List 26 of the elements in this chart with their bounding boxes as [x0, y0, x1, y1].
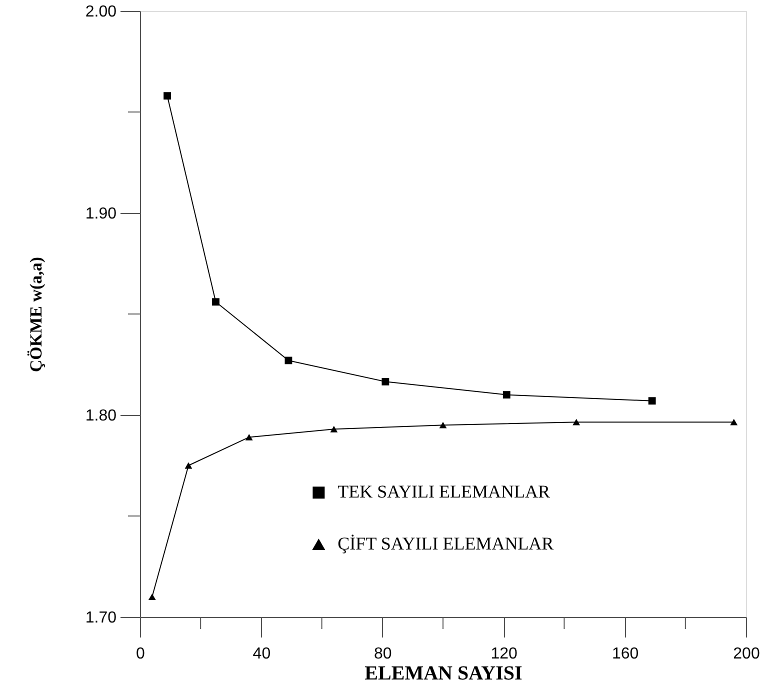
point [148, 594, 156, 600]
point [439, 422, 447, 428]
legend-label: ÇİFT SAYILI ELEMANLAR [338, 534, 554, 554]
y-axis-title: ÇÖKME w(a,a) [26, 256, 46, 372]
point [502, 391, 510, 399]
point [572, 418, 580, 426]
point [164, 92, 171, 100]
point [184, 462, 192, 469]
y-tick-label: 1.70 [85, 610, 117, 626]
x-tick-label: 40 [252, 646, 271, 662]
point [648, 397, 656, 405]
point [330, 426, 338, 432]
x-tick-label: 200 [733, 646, 760, 662]
x-tick-label: 120 [490, 646, 518, 662]
y-tick-label: 1.90 [85, 206, 117, 222]
point [245, 434, 253, 440]
x-tick-label: 80 [374, 646, 392, 662]
y-tick-label: 1.80 [85, 408, 117, 424]
x-axis-title: ELEMAN SAYISI [364, 662, 523, 684]
x-tick-label: 160 [612, 646, 639, 662]
point [382, 378, 390, 386]
point [730, 418, 738, 426]
point [212, 298, 220, 306]
x-tick-label: 0 [136, 646, 146, 662]
y-tick-label: 2.00 [85, 4, 117, 20]
legend-label: TEK SAYILI ELEMANLAR [338, 482, 550, 502]
